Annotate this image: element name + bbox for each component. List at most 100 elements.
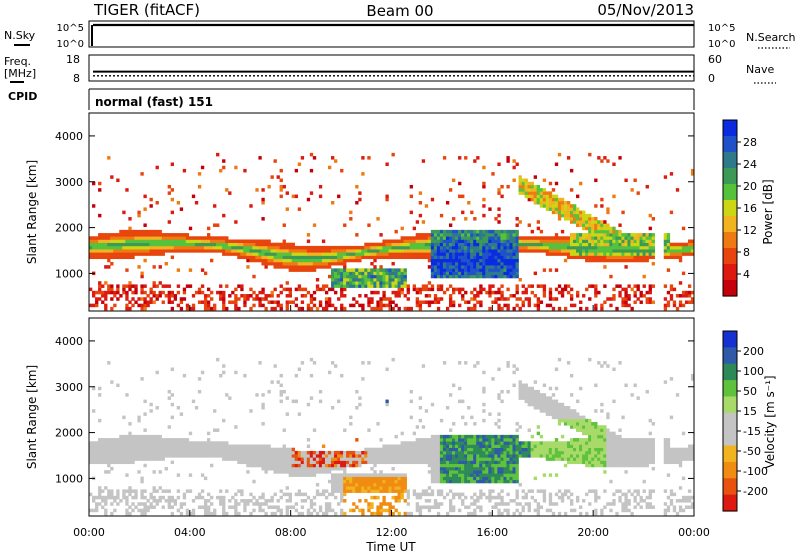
power-cell [143,239,147,244]
velocity-cell [488,438,492,442]
power-cell [436,245,441,250]
power-cell [630,242,634,247]
colorbar-swatch [723,168,737,185]
velocity-cell [442,454,447,458]
velocity-cell [258,361,262,365]
velocity-cell [442,476,447,481]
velocity-cell [470,466,474,471]
velocity-cell [376,483,380,487]
power-cell [370,300,374,304]
velocity-cell [394,447,398,452]
velocity-cell [482,450,486,455]
velocity-cell [409,441,413,445]
velocity-cell [110,460,114,465]
power-cell [370,278,374,282]
power-cell [473,255,477,260]
power-cell [436,268,441,272]
velocity-cell [482,386,486,391]
velocity-cell [445,476,450,481]
power-cell [225,245,229,250]
velocity-cell [291,450,295,455]
power-cell [524,236,528,240]
power-cell [237,306,241,311]
velocity-cell [297,463,302,468]
velocity-cell [433,476,438,481]
power-cell [458,274,462,279]
velocity-cell [355,463,359,468]
power-cell [551,252,556,256]
velocity-cell [415,457,420,461]
power-cell [539,201,544,205]
power-cell [125,252,129,256]
velocity-cell [442,434,447,439]
velocity-cell [445,466,450,471]
velocity-cell [479,460,483,465]
velocity-cell [309,457,314,461]
velocity-cell [442,470,447,474]
velocity-cell [312,463,317,468]
power-cell [476,300,480,304]
power-cell [539,191,544,195]
velocity-cell [436,438,441,442]
velocity-cell [318,505,323,509]
velocity-cell [337,489,341,493]
power-cell [285,294,289,298]
velocity-cell [412,457,416,461]
power-cell [119,255,123,260]
velocity-cell [524,495,528,500]
power-cell [582,217,586,221]
velocity-cell [110,489,114,493]
power-cell [373,265,377,269]
power-cell [412,239,416,244]
velocity-cell [185,508,190,513]
power-cell [243,239,247,244]
power-cell [684,242,689,247]
power-cell [149,242,153,247]
power-cell [137,210,141,215]
velocity-cell [282,444,286,449]
velocity-cell [388,473,392,477]
velocity-cell [146,441,150,445]
power-cell [585,255,589,260]
velocity-cell [518,396,522,400]
power-cell [684,249,689,253]
velocity-cell [164,499,168,503]
velocity-cell [515,422,519,426]
power-cell [355,300,359,304]
power-cell [545,239,550,244]
power-cell [442,258,447,263]
power-cell [591,233,595,237]
power-cell [560,207,565,211]
velocity-cell [104,495,108,500]
power-cell [261,188,265,192]
power-cell [318,245,323,250]
power-cell [669,287,674,292]
velocity-cell [515,444,519,449]
velocity-cell [527,508,531,513]
velocity-cell [137,438,141,442]
power-cell [318,287,323,292]
velocity-cell [297,470,302,474]
power-cell [627,245,631,250]
velocity-cell [506,470,510,474]
velocity-cell [412,444,416,449]
power-cell [340,287,344,292]
power-cell [433,245,438,250]
power-cell [261,303,265,308]
velocity-cell [358,489,362,493]
power-cell [367,242,371,247]
power-cell [473,303,477,308]
power-cell [164,245,168,250]
velocity-cell [321,454,326,458]
velocity-cell [409,457,413,461]
velocity-cell [222,441,226,445]
power-cell [149,249,153,253]
power-cell [491,236,495,240]
power-cell [170,245,174,250]
power-cell [382,294,386,298]
velocity-cell [530,434,534,439]
power-cell [527,223,531,227]
power-cell [140,252,144,256]
velocity-cell [276,505,280,509]
velocity-cell [243,508,247,513]
